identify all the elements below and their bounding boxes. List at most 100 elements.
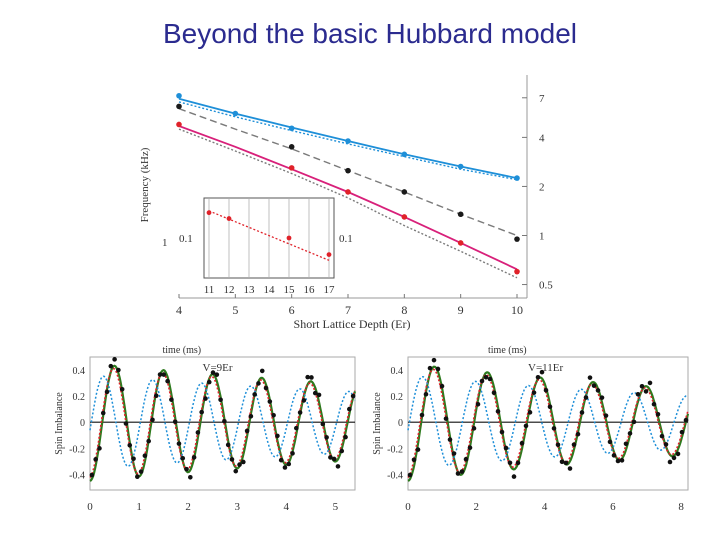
x-tick-label: 0 — [87, 501, 93, 513]
data-point — [176, 441, 182, 446]
data-point — [663, 442, 669, 447]
y-tick-label: 0.2 — [391, 392, 404, 403]
y-tick-label: -0.2 — [69, 444, 85, 455]
data-point — [603, 413, 609, 418]
data-point — [305, 374, 310, 380]
data-point — [169, 397, 174, 402]
x-tick-label: 3 — [234, 501, 240, 513]
data-point — [146, 438, 151, 444]
data-point — [93, 457, 98, 462]
x-tick-label: 6 — [289, 303, 295, 317]
data-point — [475, 401, 481, 407]
data-point — [210, 370, 216, 375]
data-point — [123, 421, 129, 426]
data-point — [455, 471, 461, 476]
data-point — [583, 395, 589, 400]
x-tick-label: 5 — [333, 501, 339, 513]
data-point — [119, 386, 125, 392]
data-point — [312, 390, 318, 396]
plot-frame — [89, 356, 356, 491]
data-point — [491, 390, 497, 396]
x-tick-label: 6 — [610, 501, 616, 513]
data-point-blue — [401, 151, 408, 158]
data-point — [127, 442, 133, 448]
data-point — [343, 434, 348, 440]
inset-y-tick-left: 0.1 — [179, 233, 193, 245]
data-point — [153, 393, 159, 399]
data-point — [563, 460, 569, 466]
data-point — [206, 379, 212, 385]
data-point — [135, 474, 140, 479]
data-point — [335, 464, 341, 469]
data-point — [259, 368, 265, 374]
data-point — [511, 474, 517, 479]
data-point — [551, 426, 557, 431]
y-tick-label: -0.4 — [69, 470, 85, 481]
inset-y-tick-right: 0.1 — [339, 233, 353, 245]
data-point — [297, 410, 303, 415]
data-point-black — [288, 144, 295, 150]
panel-annotation: V=11Er — [528, 362, 563, 374]
data-point — [225, 442, 231, 448]
data-point — [218, 397, 223, 403]
fit-line-red — [407, 368, 689, 478]
data-point — [547, 404, 553, 409]
data-point — [519, 440, 525, 446]
data-point — [233, 468, 239, 474]
data-point — [595, 388, 601, 393]
x-tick-label: 0 — [405, 501, 411, 513]
data-point — [439, 383, 445, 389]
inset-x-tick-label: 17 — [324, 284, 336, 296]
data-point-red — [514, 268, 520, 275]
data-point — [499, 429, 505, 435]
data-point — [100, 410, 106, 416]
data-point — [623, 441, 629, 447]
y-tick-label: 0 — [80, 418, 85, 429]
left-y-tick: 1 — [162, 237, 168, 249]
data-point-black — [514, 236, 520, 242]
data-point — [571, 442, 577, 447]
data-point — [467, 445, 473, 451]
data-point — [275, 433, 280, 439]
data-point — [339, 448, 345, 454]
data-point — [320, 421, 326, 427]
data-point — [567, 466, 573, 471]
data-point — [267, 399, 273, 404]
data-point — [112, 357, 117, 362]
data-point — [116, 367, 121, 373]
data-point-black — [345, 167, 351, 174]
data-point — [523, 423, 529, 429]
data-point — [331, 456, 337, 462]
data-point-black — [176, 103, 182, 110]
data-point — [587, 375, 593, 380]
data-point — [244, 428, 250, 434]
x-tick-label: 8 — [401, 303, 407, 317]
x-tick-label: 2 — [185, 501, 191, 513]
data-point-blue — [457, 163, 464, 170]
y-axis-label: Frequency (kHz) — [139, 147, 151, 222]
data-point — [611, 453, 617, 458]
data-point — [527, 410, 533, 415]
data-point — [555, 442, 561, 448]
data-point — [97, 446, 102, 451]
data-point — [615, 458, 621, 464]
x-tick-label: 8 — [678, 501, 684, 513]
data-point — [651, 401, 657, 407]
inset-x-tick-label: 14 — [264, 284, 276, 296]
x-tick-label: 1 — [136, 501, 142, 513]
y-tick-label: 0.4 — [391, 366, 404, 377]
data-point — [290, 451, 295, 456]
x-tick-label: 9 — [458, 303, 464, 317]
data-point — [655, 411, 661, 417]
data-point — [659, 433, 665, 439]
data-point — [443, 416, 449, 421]
data-point-black — [401, 189, 408, 195]
data-point — [271, 412, 276, 418]
data-point — [203, 396, 208, 401]
y-tick-label: -0.4 — [387, 470, 403, 481]
data-point — [138, 469, 144, 474]
data-point — [347, 406, 352, 412]
data-point — [241, 459, 246, 465]
data-point — [531, 390, 537, 395]
data-point — [631, 419, 637, 425]
